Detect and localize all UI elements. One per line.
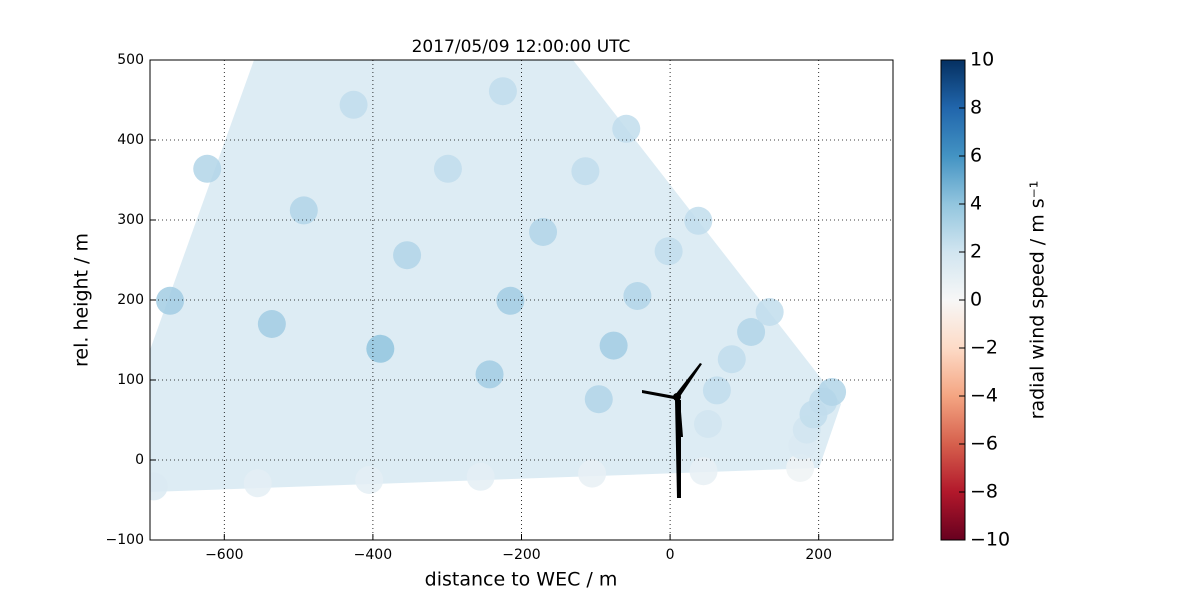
colorbar-tick-label: 4 [970, 193, 982, 215]
point [737, 318, 766, 346]
colorbar-tick-label: −6 [970, 433, 998, 455]
x-tick-label: −200 [502, 547, 540, 563]
colorbar-tick-label: −8 [970, 481, 998, 503]
x-tick-label: 200 [805, 547, 832, 563]
point [693, 410, 722, 438]
chart-title: 2017/05/09 12:00:00 UTC [412, 37, 631, 57]
point [433, 154, 462, 183]
point [243, 469, 272, 498]
point [475, 360, 504, 389]
colorbar-tick-label: 2 [970, 241, 982, 263]
x-tick-label: −600 [205, 547, 243, 563]
point [496, 286, 525, 315]
point [339, 90, 368, 119]
point [786, 454, 815, 482]
y-tick-label: 100 [117, 372, 144, 388]
x-tick-label: −400 [354, 547, 392, 563]
y-tick-label: 200 [117, 292, 144, 308]
point [612, 114, 641, 143]
point [366, 334, 395, 363]
point [393, 241, 422, 270]
point [193, 154, 222, 183]
colorbar-tick-label: −2 [970, 337, 998, 359]
colorbar-tick-label: −10 [970, 529, 1010, 551]
point [578, 459, 607, 488]
y-tick-label: 0 [135, 452, 144, 468]
point [488, 77, 517, 106]
colorbar-tick-label: 0 [970, 289, 982, 311]
wind-turbine [642, 363, 702, 498]
x-axis-label: distance to WEC / m [425, 569, 618, 591]
point [818, 378, 847, 406]
point [150, 472, 168, 501]
point [584, 385, 613, 414]
point [355, 466, 384, 494]
point [257, 310, 286, 338]
colorbar-tick-label: 8 [970, 97, 982, 119]
point [684, 206, 713, 235]
y-axis-label: rel. height / m [71, 233, 93, 367]
point [755, 298, 784, 326]
point [689, 457, 718, 486]
y-tick-label: 500 [117, 52, 144, 68]
point [702, 376, 731, 405]
y-tick-label: 300 [117, 212, 144, 228]
y-tick-label: −100 [106, 532, 144, 548]
point [623, 282, 652, 310]
plot-area [150, 60, 841, 492]
point [717, 345, 746, 374]
x-tick-label: 0 [666, 547, 675, 563]
colorbar-tick-label: 6 [970, 145, 982, 167]
colorbar-tick-label: −4 [970, 385, 998, 407]
point [571, 157, 600, 186]
y-tick-label: 400 [117, 132, 144, 148]
point [654, 237, 683, 266]
point [599, 331, 628, 360]
colorbar-tick-label: 10 [970, 49, 994, 71]
colorbar-label: radial wind speed / m s⁻¹ [1027, 181, 1049, 420]
point [466, 462, 495, 491]
point [289, 196, 318, 225]
point [529, 218, 558, 246]
points [150, 77, 847, 501]
scan-sector [150, 60, 841, 492]
point [156, 286, 185, 315]
